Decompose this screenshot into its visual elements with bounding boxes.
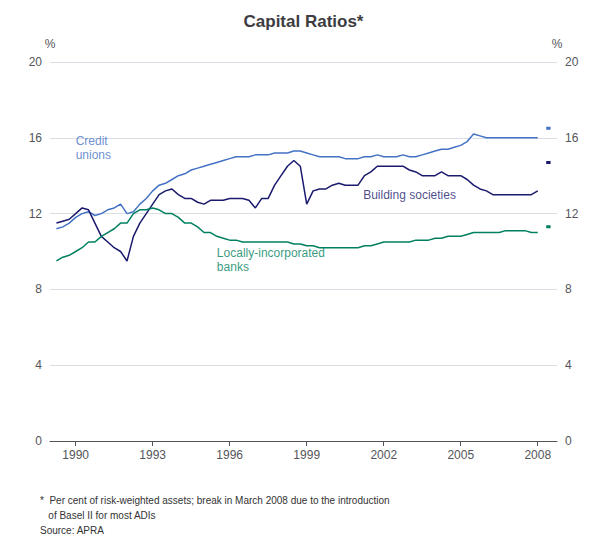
svg-text:1999: 1999	[293, 448, 320, 462]
svg-text:16: 16	[29, 131, 43, 145]
svg-text:8: 8	[565, 282, 572, 296]
svg-text:2002: 2002	[370, 448, 397, 462]
svg-text:of Basel II for most ADIs: of Basel II for most ADIs	[40, 510, 156, 521]
svg-text:%: %	[45, 37, 56, 51]
svg-text:20: 20	[565, 55, 579, 69]
svg-text:20: 20	[29, 55, 43, 69]
svg-text:1990: 1990	[62, 448, 89, 462]
svg-text:1996: 1996	[216, 448, 243, 462]
svg-text:0: 0	[565, 434, 572, 448]
svg-text:8: 8	[35, 282, 42, 296]
svg-text:banks: banks	[217, 260, 249, 274]
svg-text:4: 4	[565, 358, 572, 372]
svg-text:16: 16	[565, 131, 579, 145]
svg-text:2008: 2008	[524, 448, 551, 462]
svg-text:12: 12	[565, 207, 579, 221]
svg-text:12: 12	[29, 207, 43, 221]
svg-text:2005: 2005	[447, 448, 474, 462]
svg-text:4: 4	[35, 358, 42, 372]
svg-text:* Per cent of risk-weighted a: * Per cent of risk-weighted assets; brea…	[40, 495, 390, 506]
svg-text:Locally-incorporated: Locally-incorporated	[217, 246, 325, 260]
svg-text:Capital Ratios*: Capital Ratios*	[244, 12, 364, 31]
svg-text:unions: unions	[76, 148, 111, 162]
svg-text:0: 0	[35, 434, 42, 448]
svg-text:Credit: Credit	[76, 134, 109, 148]
svg-text:%: %	[552, 37, 563, 51]
svg-text:Building societies: Building societies	[363, 188, 456, 202]
svg-text:1993: 1993	[139, 448, 166, 462]
svg-text:Source: APRA: Source: APRA	[40, 525, 104, 536]
